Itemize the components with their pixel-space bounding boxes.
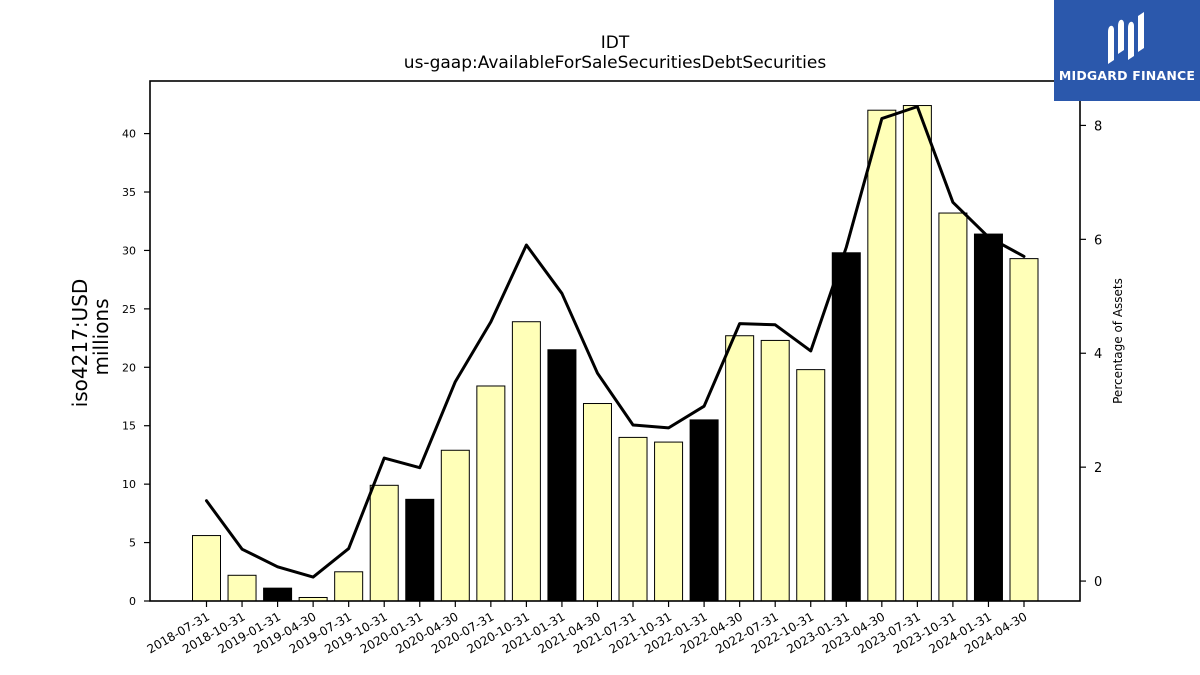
y-left-tick-label: 10 [122, 478, 136, 491]
bar-2018-07-31 [192, 535, 221, 602]
bar-2021-07-31 [618, 436, 648, 602]
bar-2024-04-30 [1009, 258, 1039, 602]
y-left-tick-label: 20 [122, 361, 136, 374]
bar-2020-07-31 [476, 385, 506, 602]
bar-2020-04-30 [440, 449, 470, 602]
y-right-tick-label: 0 [1094, 575, 1102, 590]
chart-title: IDT [601, 33, 630, 53]
bar-2024-01-31 [973, 233, 1003, 602]
percentage-line [205, 105, 1026, 579]
y-left-tick-label: 25 [122, 303, 136, 316]
y-right-tick-label: 4 [1094, 347, 1102, 362]
bar-2021-10-31 [654, 441, 684, 602]
midgard-finance-logo: MIDGARD FINANCE [1054, 0, 1200, 101]
y-right-tick-label: 6 [1094, 233, 1102, 248]
bar-2021-04-30 [582, 403, 612, 602]
bar-2022-01-31 [689, 419, 719, 602]
bar-2022-10-31 [796, 369, 826, 602]
plot-area: 0510152025303540024682018-07-312018-10-3… [122, 80, 1102, 656]
y-right-tick-label: 2 [1094, 461, 1102, 476]
y-axis-left-label-line1: iso4217:USD [68, 279, 92, 408]
bar-2019-01-31 [263, 587, 293, 602]
bar-2022-04-30 [725, 335, 755, 602]
logo-text: MIDGARD FINANCE [1058, 68, 1196, 83]
bar-2021-01-31 [547, 349, 577, 602]
y-left-tick-label: 5 [129, 537, 136, 550]
bar-2023-10-31 [938, 212, 968, 602]
y-axis-left-label-line2: millions [89, 298, 113, 375]
bar-2018-10-31 [227, 574, 257, 602]
bar-2019-10-31 [369, 484, 399, 602]
y-left-tick-label: 35 [122, 186, 136, 199]
y-axis-right-label: Percentage of Assets [1111, 278, 1125, 404]
bar-2020-10-31 [511, 321, 541, 602]
bar-2023-01-31 [831, 252, 861, 602]
bar-2023-04-30 [867, 109, 897, 602]
y-right-tick-label: 8 [1094, 119, 1102, 134]
midgard-logo-icon [1108, 12, 1144, 64]
y-left-tick-label: 15 [122, 420, 136, 433]
y-left-tick-label: 40 [122, 128, 136, 141]
chart-subtitle: us-gaap:AvailableForSaleSecuritiesDebtSe… [404, 53, 827, 73]
bar-2023-07-31 [902, 105, 932, 602]
y-left-tick-label: 0 [129, 595, 136, 608]
y-left-tick-label: 30 [122, 244, 136, 257]
plot-frame [149, 80, 1081, 602]
bar-2019-07-31 [334, 571, 364, 602]
bar-2022-07-31 [760, 339, 790, 602]
bar-2020-01-31 [405, 498, 435, 602]
